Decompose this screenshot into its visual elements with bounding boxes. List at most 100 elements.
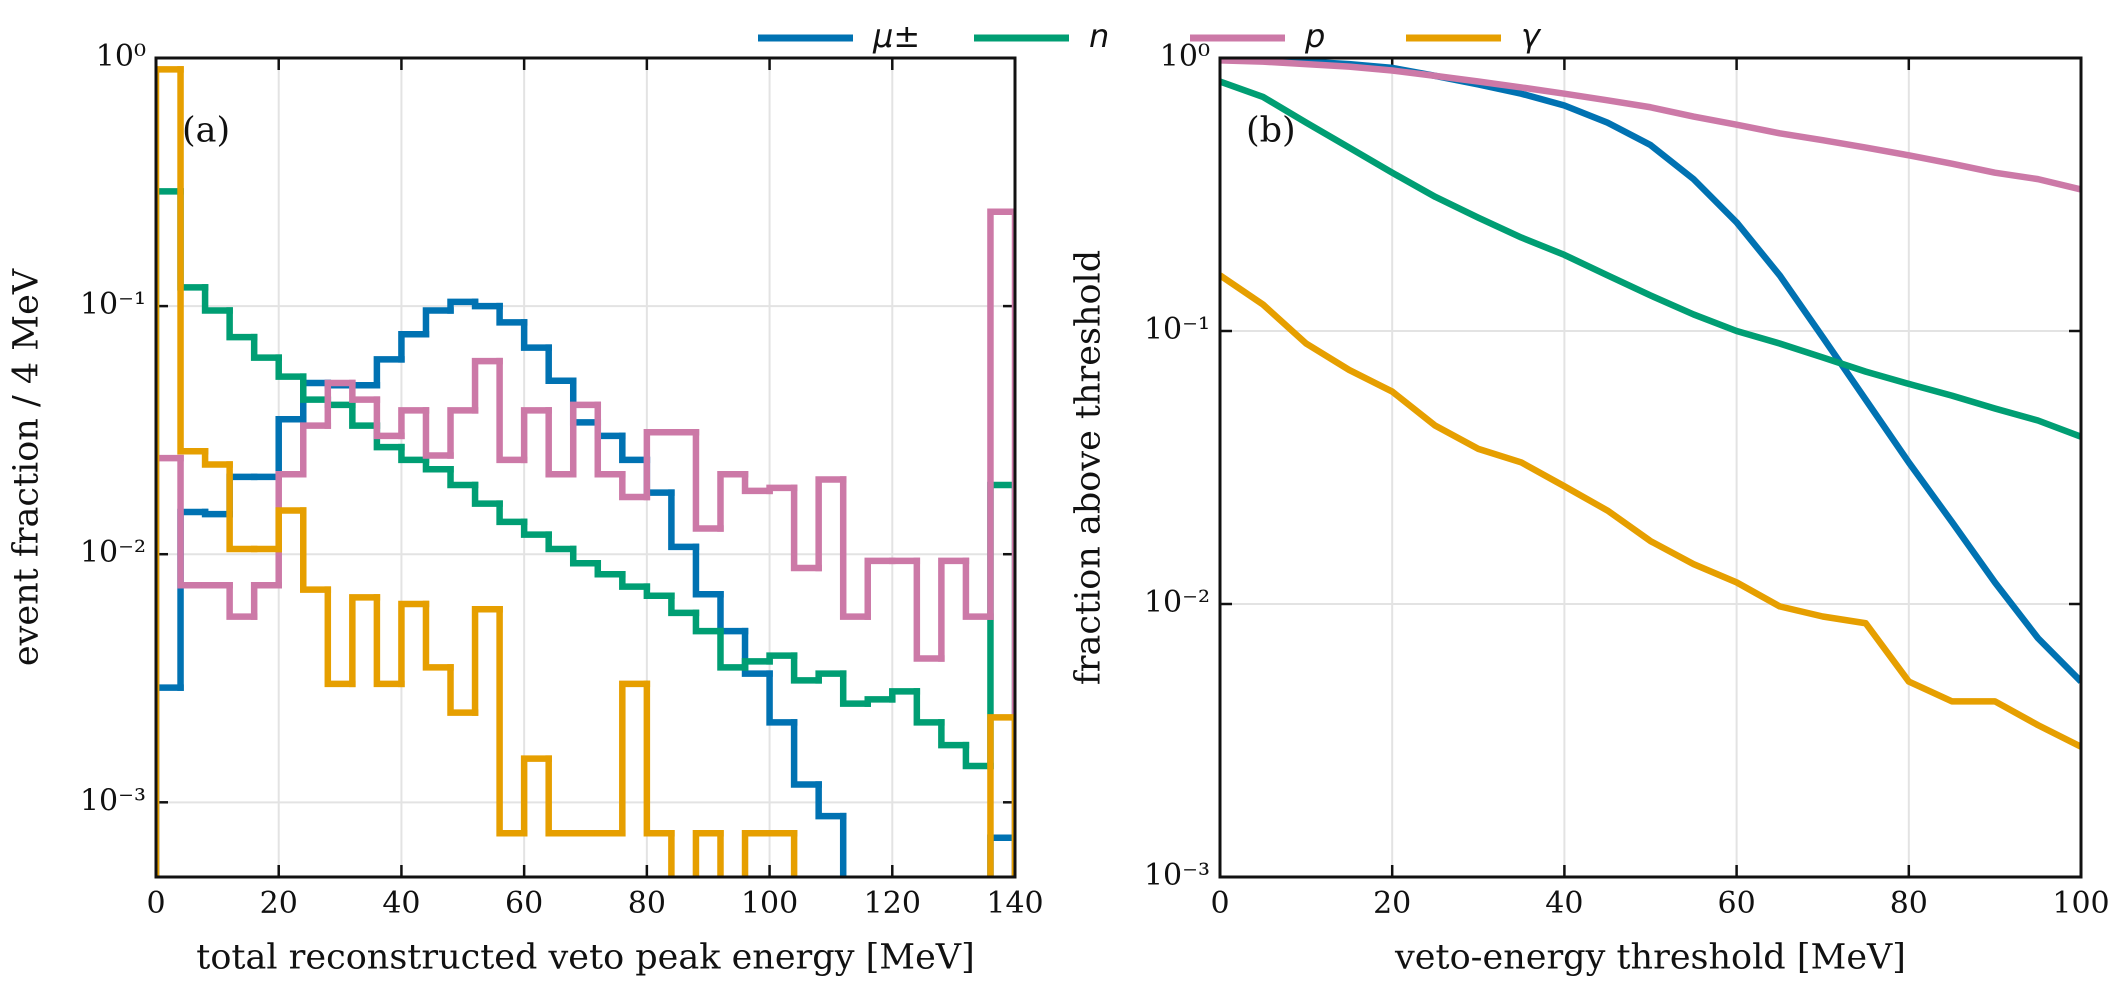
histogram-bin [962,557,994,620]
panel: 0 20 40 60 80 100 10⁻³ 10⁻² 10⁻¹ 10⁰ (b) veto-energ… [1069,39,2110,978]
histogram-bin [496,500,528,526]
histogram-bin [422,407,454,459]
x-tick-label: 100 [2052,886,2109,921]
histogram-bin [741,471,773,495]
x-tick-label: 40 [382,886,420,921]
histogram-bin [226,473,258,518]
y-tick-label: 10⁻³ [1144,858,1210,893]
histogram-bin [156,684,184,877]
histogram-bin [156,66,184,877]
x-axis-label: total reconstructed veto peak energy [Me… [196,938,974,978]
histogram-bin [766,652,798,665]
axes-frame [154,56,1017,879]
histogram-bin [790,830,798,877]
histogram-bin [569,401,602,478]
histogram-bin [349,594,381,688]
histogram-bin [668,830,675,877]
histogram-bin [717,830,724,877]
histogram-bin [668,489,700,551]
x-tick-label: 0 [1210,886,1229,921]
histogram-bin [692,609,724,635]
histogram-bin [643,456,675,496]
histogram-bin [496,357,528,464]
histogram-bin [275,507,307,553]
histogram-bin [962,741,994,770]
histogram-bin [496,302,528,326]
histogram-bin [766,484,798,495]
histogram-bin [447,298,479,314]
histogram-bin [938,557,970,662]
y-tick-label: 10⁻¹ [1144,312,1210,347]
annotation: (a) [182,111,230,151]
legend-label: n [1089,17,1109,55]
histogram-bin [520,755,552,837]
x-tick-label: 80 [628,886,666,921]
histogram-bin [619,432,651,464]
histogram-bin [250,333,282,361]
histogram-bin [643,680,675,837]
legend-label: p [1304,17,1325,55]
histogram-bin [373,594,405,688]
y-axis-label: fraction above threshold [1069,250,1109,685]
histogram-bin [496,606,528,837]
histogram-bin [839,476,871,620]
histogram-bin [471,298,503,310]
histogram-bin [987,714,1015,877]
y-tick-label: 10⁻² [1144,585,1210,620]
histogram-bin [790,484,822,572]
histogram-bin [471,357,503,414]
histogram-bin [717,471,749,532]
histogram-bin [275,471,307,589]
histogram-bin [226,581,258,620]
histogram-bin [520,319,552,351]
histogram-bin [717,627,749,671]
histogram-bin [569,545,602,567]
histogram-bin [373,396,405,440]
histogram-bin [447,407,479,459]
histogram-bin [471,606,503,716]
histogram-bin [594,559,626,578]
legend: μ± n p γ [758,17,1542,55]
histogram-bin [226,307,258,341]
histogram-bin [520,518,552,538]
histogram-bin [790,652,822,684]
histogram-bin [987,208,1015,877]
histogram-bin [300,422,332,478]
histogram-bin [324,396,356,409]
histogram-bin [156,188,184,877]
annotation: (b) [1246,111,1296,151]
histogram-bin [889,688,921,703]
plot-area [156,66,1015,877]
x-tick-label: 20 [1373,886,1411,921]
histogram-bin [668,592,700,617]
histogram-bin [619,571,651,590]
y-tick-label: 10⁻² [80,535,146,570]
histogram-bin [938,719,970,749]
x-tick-label: 140 [986,886,1043,921]
histogram-bin [987,481,1015,877]
histogram-bin [201,284,233,314]
x-tick-label: 120 [864,886,921,921]
x-tick-label: 0 [146,886,165,921]
histogram-bin [839,670,871,707]
histogram-bin [692,429,724,532]
legend-label: γ [1521,17,1542,55]
histogram-bin [643,429,675,501]
histogram-bin [275,415,307,481]
x-tick-label: 40 [1545,886,1583,921]
histogram-bin [471,481,503,507]
y-tick-label: 10⁻¹ [80,287,146,322]
histogram-bin [226,461,258,553]
legend-label: μ± [872,17,920,55]
histogram-bin [201,508,233,518]
histogram-bin [741,627,773,677]
histogram-bin [619,471,651,501]
histogram-bin [520,407,552,464]
histogram-bin [741,658,773,671]
histogram-bin [619,680,651,837]
histogram-bin [300,507,332,593]
histogram-bin [447,466,479,489]
histogram-bin [398,443,430,464]
y-tick-label: 10⁻³ [80,783,146,818]
